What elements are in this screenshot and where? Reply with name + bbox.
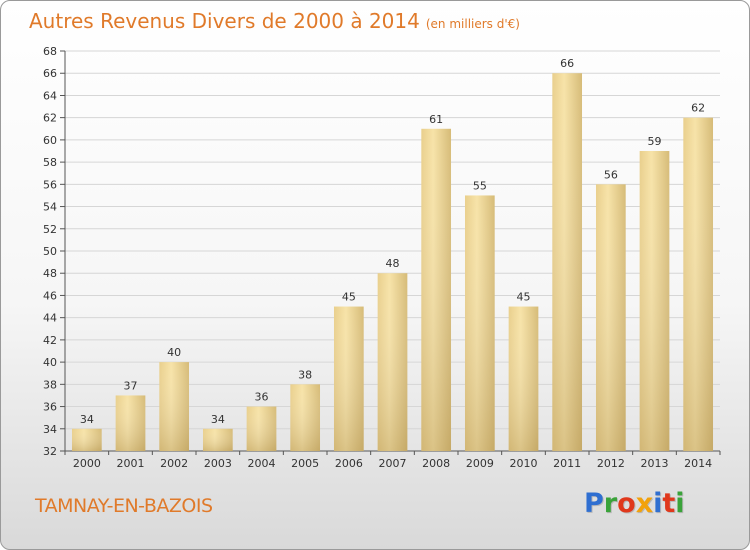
y-tick-label: 38 bbox=[43, 378, 57, 391]
bar-shade-2001 bbox=[115, 395, 146, 451]
data-label-2002: 40 bbox=[167, 346, 181, 359]
y-tick-label: 48 bbox=[43, 267, 57, 280]
data-label-2005: 38 bbox=[298, 368, 312, 381]
x-tick-label-2005: 2005 bbox=[291, 457, 319, 470]
bar-shade-2004 bbox=[246, 406, 277, 451]
x-tick-label-2004: 2004 bbox=[248, 457, 276, 470]
bar-shade-2011 bbox=[552, 73, 583, 451]
bar-shade-2008 bbox=[421, 128, 452, 451]
chart-title: Autres Revenus Divers de 2000 à 2014 (en … bbox=[29, 9, 520, 33]
y-tick-label: 58 bbox=[43, 156, 57, 169]
logo-letter: o bbox=[617, 488, 636, 519]
bar-shade-2009 bbox=[464, 195, 495, 451]
x-tick-label-2003: 2003 bbox=[204, 457, 232, 470]
bar-shade-2003 bbox=[202, 428, 233, 451]
y-tick-label: 50 bbox=[43, 245, 57, 258]
data-label-2003: 34 bbox=[211, 413, 225, 426]
bar-shade-2000 bbox=[71, 428, 102, 451]
y-tick-label: 68 bbox=[43, 45, 57, 58]
data-label-2000: 34 bbox=[80, 413, 94, 426]
data-label-2004: 36 bbox=[255, 391, 269, 404]
logo-letter: i bbox=[653, 488, 663, 519]
y-tick-label: 32 bbox=[43, 445, 57, 458]
y-tick-label: 60 bbox=[43, 134, 57, 147]
logo-letter: P bbox=[584, 488, 604, 519]
y-tick-label: 42 bbox=[43, 334, 57, 347]
chart-unit: (en milliers d'€) bbox=[425, 17, 520, 31]
x-tick-label-2011: 2011 bbox=[553, 457, 581, 470]
data-label-2014: 62 bbox=[691, 102, 705, 115]
bar-shade-2002 bbox=[159, 362, 190, 451]
data-label-2009: 55 bbox=[473, 179, 487, 192]
x-tick-label-2009: 2009 bbox=[466, 457, 494, 470]
data-label-2011: 66 bbox=[560, 57, 574, 70]
data-labels: 34 37 40 34 36 38 45 48 61 55 45 66 56 59 62 bbox=[80, 57, 705, 426]
y-tick-label: 34 bbox=[43, 423, 57, 436]
axes: 32 34 36 38 40 42 44 46 48 50 52 54 56 58 60 62 64 66 68 20… bbox=[43, 45, 721, 470]
data-label-2001: 37 bbox=[124, 379, 138, 392]
x-tick-label-2000: 2000 bbox=[73, 457, 101, 470]
data-label-2010: 45 bbox=[517, 291, 531, 304]
x-tick-label-2012: 2012 bbox=[597, 457, 625, 470]
bar-shade-2007 bbox=[377, 273, 408, 451]
data-label-2006: 45 bbox=[342, 291, 356, 304]
x-tick-label-2001: 2001 bbox=[117, 457, 145, 470]
y-tick-label: 36 bbox=[43, 401, 57, 414]
y-tick-label: 46 bbox=[43, 289, 57, 302]
data-label-2012: 56 bbox=[604, 168, 618, 181]
bar-shade-2014 bbox=[683, 117, 714, 452]
y-tick-label: 56 bbox=[43, 178, 57, 191]
commune-name: TAMNAY-EN-BAZOIS bbox=[35, 495, 213, 517]
bar-shade-2013 bbox=[639, 151, 670, 451]
bar-shade-2012 bbox=[595, 184, 626, 452]
x-tick-label-2006: 2006 bbox=[335, 457, 363, 470]
logo-letter: x bbox=[635, 488, 654, 519]
y-tick-label: 64 bbox=[43, 89, 57, 102]
bar-shade-2005 bbox=[290, 384, 321, 451]
y-tick-label: 66 bbox=[43, 67, 57, 80]
bars bbox=[71, 73, 714, 452]
chart-title-text: Autres Revenus Divers de 2000 à 2014 bbox=[29, 9, 420, 33]
logo-letter: t bbox=[662, 488, 676, 519]
y-tick-label: 62 bbox=[43, 112, 57, 125]
y-tick-label: 40 bbox=[43, 356, 57, 369]
y-tick-label: 44 bbox=[43, 312, 57, 325]
x-tick-label-2007: 2007 bbox=[379, 457, 407, 470]
x-tick-label-2013: 2013 bbox=[641, 457, 669, 470]
x-tick-label-2010: 2010 bbox=[510, 457, 538, 470]
bar-shade-2010 bbox=[508, 306, 539, 451]
x-tick-label-2014: 2014 bbox=[684, 457, 712, 470]
data-label-2007: 48 bbox=[386, 257, 400, 270]
x-tick-label-2008: 2008 bbox=[422, 457, 450, 470]
proxiti-logo: Proxiti bbox=[584, 488, 685, 519]
logo-letter: i bbox=[675, 488, 685, 519]
y-tick-label: 52 bbox=[43, 223, 57, 236]
data-label-2013: 59 bbox=[648, 135, 662, 148]
data-label-2008: 61 bbox=[429, 113, 443, 126]
x-tick-label-2002: 2002 bbox=[160, 457, 188, 470]
y-tick-label: 54 bbox=[43, 201, 57, 214]
bar-shade-2006 bbox=[333, 306, 364, 451]
logo-letter: r bbox=[603, 488, 618, 519]
